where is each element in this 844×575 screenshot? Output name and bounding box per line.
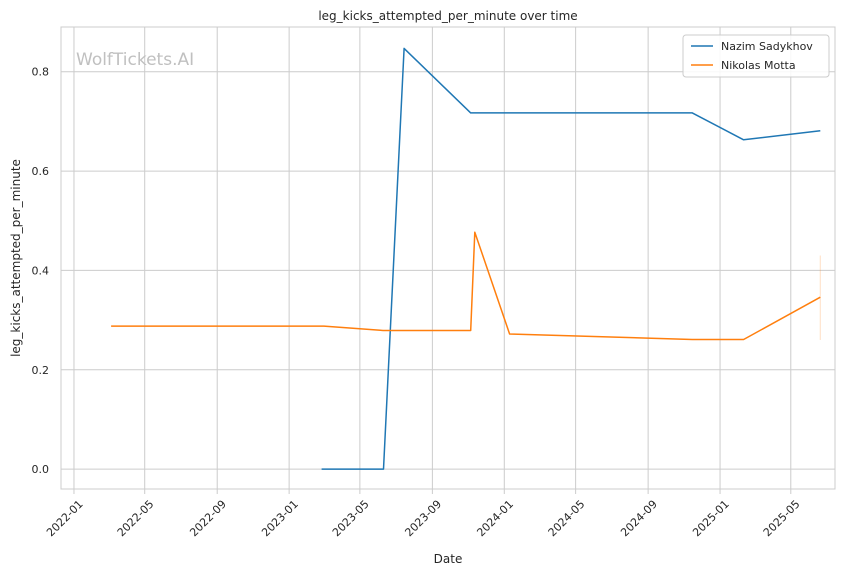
legend: Nazim Sadykhov Nikolas Motta [682, 34, 830, 78]
x-tick-label: 2024-09 [618, 498, 660, 540]
y-tick-label: 0.2 [32, 364, 50, 377]
chart-title: leg_kicks_attempted_per_minute over time [318, 9, 577, 23]
y-tick-label: 0.6 [32, 165, 50, 178]
series-layer [111, 47, 821, 470]
grid-layer [61, 27, 835, 489]
x-tick-label: 2022-01 [44, 498, 86, 540]
x-tick-label: 2024-01 [474, 498, 516, 540]
legend-label: Nikolas Motta [721, 59, 796, 72]
series-line-nazim-sadykhov [321, 47, 821, 470]
y-tick-label: 0.4 [32, 264, 50, 277]
x-tick-label: 2022-09 [187, 498, 229, 540]
x-tick-label: 2023-05 [330, 498, 372, 540]
y-tick-label: 0.8 [32, 66, 50, 79]
x-tick-label: 2024-05 [546, 498, 588, 540]
y-axis-label: leg_kicks_attempted_per_minute [9, 159, 23, 357]
legend-label: Nazim Sadykhov [721, 40, 813, 53]
x-tick-label: 2023-09 [402, 498, 444, 540]
series-line-nikolas-motta [111, 231, 821, 341]
x-tick-label: 2023-01 [259, 498, 301, 540]
y-tick-label: 0.0 [32, 463, 50, 476]
x-tick-label: 2022-05 [115, 498, 157, 540]
x-tick-label: 2025-01 [690, 498, 732, 540]
x-axis-label: Date [434, 552, 463, 566]
plot-frame [60, 26, 836, 490]
legend-box [682, 34, 830, 78]
plot-background [61, 27, 835, 489]
x-tick-label: 2025-05 [761, 498, 803, 540]
watermark: WolfTickets.AI [76, 50, 194, 70]
